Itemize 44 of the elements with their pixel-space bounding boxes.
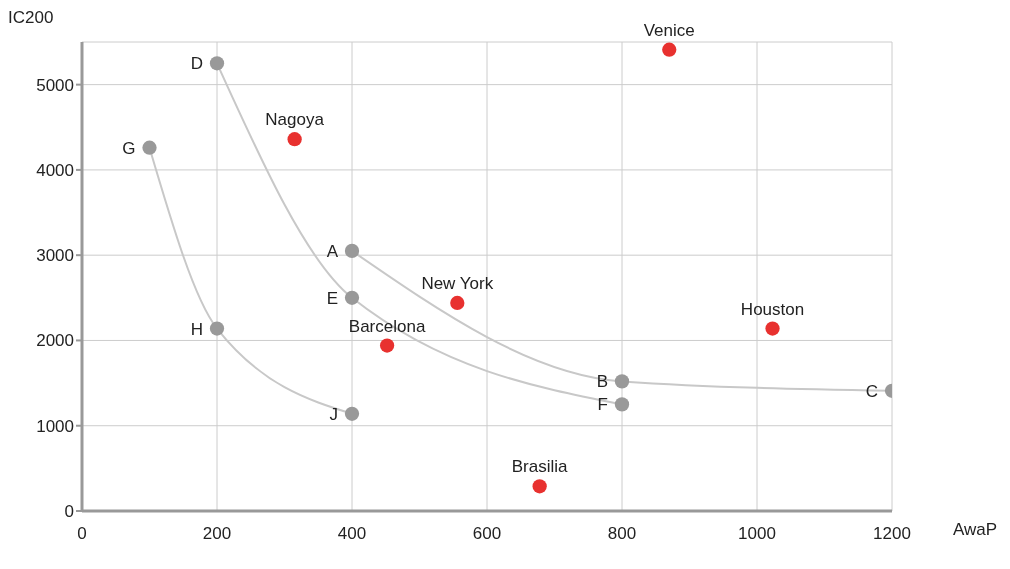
point (614, 397, 630, 412)
annotation: G (122, 138, 136, 158)
annotation: Venice (643, 20, 695, 40)
y-tick-label: 3000 (36, 246, 74, 266)
y-tick-label: 4000 (36, 160, 74, 180)
point (344, 243, 360, 259)
annotation: E (326, 288, 338, 308)
x-tick-label: 200 (202, 524, 232, 544)
x-tick-label: 400 (337, 524, 367, 544)
point (287, 132, 302, 147)
annotation: New York (421, 273, 494, 293)
y-tick-label: 0 (64, 502, 74, 522)
annotation: F (597, 395, 608, 415)
point (344, 290, 360, 305)
annotation: Nagoya (265, 110, 325, 130)
y-axis-title: IC200 (8, 8, 54, 28)
y-tick-label: 2000 (36, 331, 74, 351)
annotation: H (190, 319, 203, 339)
point (765, 321, 780, 336)
annotation: C (865, 381, 878, 401)
annotation: J (329, 404, 338, 424)
x-tick-label: 0 (77, 524, 87, 544)
x-tick-label: 1200 (873, 524, 911, 544)
annotation: Houston (740, 299, 805, 319)
annotation: A (326, 241, 339, 261)
x-axis-title: AwaP (953, 520, 998, 540)
annotation: Brasilia (511, 457, 569, 477)
y-tick-label: 5000 (36, 75, 74, 95)
point (532, 479, 547, 494)
point (344, 406, 360, 421)
x-tick-label: 800 (607, 524, 637, 544)
point (450, 295, 465, 311)
x-tick-label: 1000 (738, 524, 776, 544)
point (209, 56, 225, 71)
annotation: D (190, 54, 203, 74)
annotation: Barcelona (348, 316, 426, 336)
point (379, 338, 395, 353)
y-tick-label: 1000 (36, 416, 74, 436)
point (662, 42, 677, 57)
point (614, 374, 630, 389)
point (142, 140, 157, 155)
point (209, 321, 225, 336)
x-tick-label: 600 (472, 524, 502, 544)
annotation: B (596, 372, 608, 392)
